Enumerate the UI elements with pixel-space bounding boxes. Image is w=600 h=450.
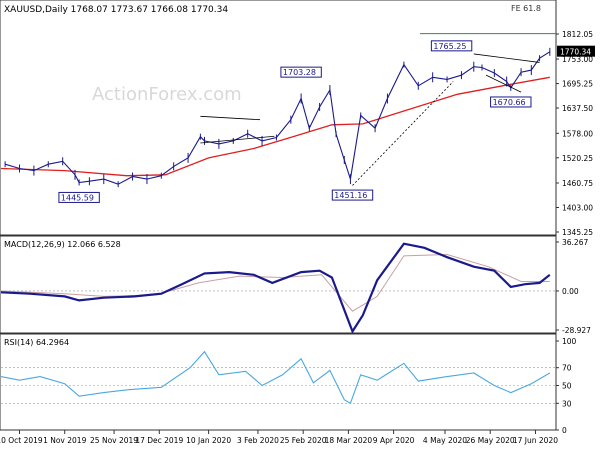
price-y-axis: 1812.05 1753.00 1695.25 1637.50 1578.00 1520.…	[556, 30, 593, 237]
annotation-box	[331, 189, 374, 201]
x-tick-label: 25 Feb 2020	[280, 436, 327, 445]
macd-y-tick-label: 0.00	[562, 287, 579, 296]
rsi-y-tick-label: 50	[562, 382, 572, 391]
annotation-label: 1445.59	[61, 193, 94, 202]
annotation-label: 1670.66	[493, 98, 526, 107]
support-trendline	[352, 81, 454, 186]
macd-panel-frame	[0, 235, 557, 334]
x-tick-label: 17 Dec 2019	[135, 436, 183, 445]
x-tick-label: 1 Nov 2019	[43, 436, 86, 445]
annotation-box	[430, 40, 473, 52]
price-header: XAUUSD,Daily 1768.07 1773.67 1766.08 177…	[4, 5, 228, 15]
price-panel: XAUUSD,Daily 1768.07 1773.67 1766.08 177…	[0, 0, 595, 237]
macd-panel: MACD(12,26,9) 12.066 6.528 36.267 0.00 -28…	[0, 235, 591, 335]
annotation-box	[490, 96, 532, 108]
annotation-label: 1703.28	[283, 68, 316, 77]
x-tick-label: 10 Oct 2019	[0, 436, 43, 445]
x-tick-label: 4 May 2020	[423, 436, 467, 445]
price-y-tick-label: 1345.25	[562, 228, 593, 237]
annotation-box	[58, 191, 100, 203]
fe-label: FE 61.8	[511, 4, 541, 13]
rsi-y-axis: 100 70 50 30 0	[556, 337, 577, 435]
rsi-y-tick-label: 70	[562, 364, 572, 373]
x-tick-label: 25 Nov 2019	[90, 436, 138, 445]
rsi-y-tick-label: 100	[562, 337, 577, 346]
annotation-box	[280, 66, 322, 78]
price-y-tick-label: 1695.25	[562, 80, 593, 89]
rsi-panel-frame	[0, 333, 557, 431]
x-tick-label: 3 Feb 2020	[237, 436, 279, 445]
current-price-tag	[557, 45, 595, 57]
macd-y-axis: 36.267 0.00 -28.927	[556, 238, 591, 335]
price-y-tick-label: 1520.25	[562, 154, 593, 163]
x-tick-label: 17 Jun 2020	[513, 436, 558, 445]
wedge-lower-trendline	[485, 74, 522, 93]
x-tick-label: 10 Jan 2020	[186, 436, 231, 445]
price-y-tick-label: 1812.05	[562, 30, 593, 39]
rsi-line	[0, 350, 551, 405]
macd-marks	[0, 242, 556, 334]
x-tick-label: 18 Mar 2020	[325, 436, 373, 445]
price-marks: 1445.59 1703.28 1451.16 1765.25 1670.66 1770.…	[0, 33, 595, 203]
price-y-tick-label: 1753.00	[562, 55, 593, 64]
current-price-label: 1770.34	[560, 48, 591, 57]
macd-y-tick-label: -28.927	[562, 326, 591, 335]
triangle-lower-trendline	[200, 135, 275, 144]
rsi-marks	[0, 350, 556, 405]
rsi-y-tick-label: 0	[562, 426, 567, 435]
price-y-tick-label: 1403.00	[562, 204, 593, 213]
price-y-tick-label: 1637.50	[562, 104, 593, 113]
macd-line	[0, 242, 551, 334]
watermark: ActionForex.com	[92, 84, 242, 105]
price-y-tick-label: 1460.75	[562, 179, 593, 188]
triangle-upper-trendline	[200, 115, 261, 121]
price-y-tick-label: 1578.00	[562, 129, 593, 138]
x-tick-label: 9 Apr 2020	[373, 436, 415, 445]
x-tick-label: 26 May 2020	[466, 436, 515, 445]
annotation-label: 1765.25	[433, 42, 466, 51]
annotation-label: 1451.16	[334, 191, 367, 200]
macd-title: MACD(12,26,9) 12.066 6.528	[4, 240, 121, 249]
wedge-upper-trendline	[473, 53, 540, 63]
rsi-title: RSI(14) 64.2964	[4, 338, 69, 347]
rsi-panel: RSI(14) 64.2964 100 70 50 30 0	[0, 333, 577, 435]
moving-average-line	[0, 76, 550, 177]
rsi-y-tick-label: 30	[562, 399, 572, 408]
macd-y-tick-label: 36.267	[562, 238, 588, 247]
